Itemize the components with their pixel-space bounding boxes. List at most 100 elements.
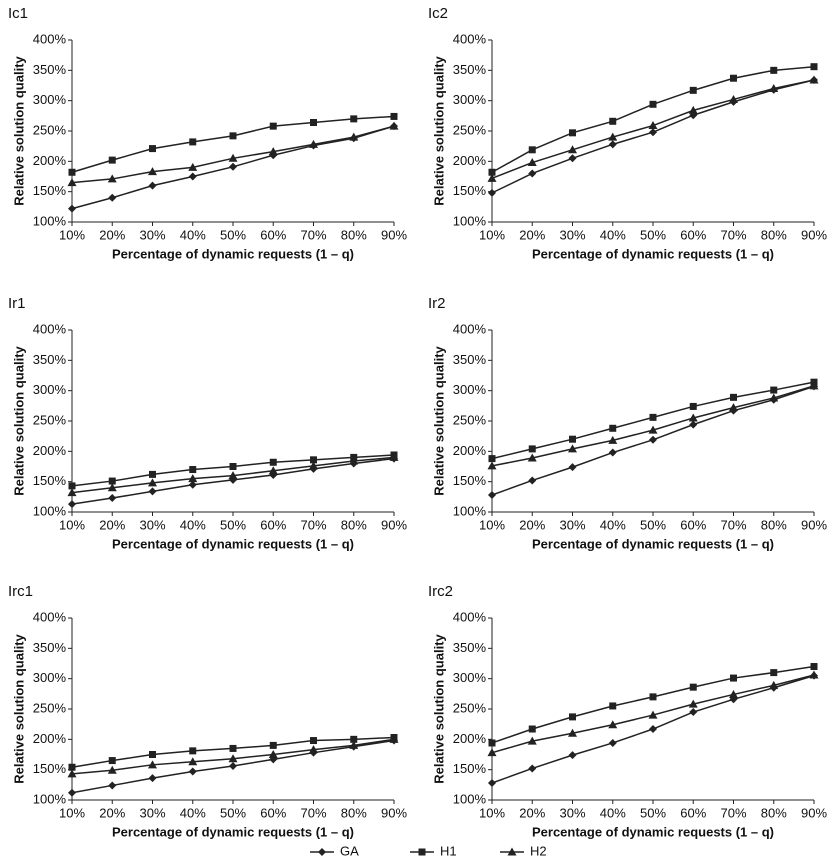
x-tick-label: 30% — [139, 517, 165, 532]
y-tick-label: 300% — [453, 92, 487, 107]
marker-square — [270, 459, 277, 466]
x-tick-label: 80% — [341, 227, 367, 242]
y-tick-label: 100% — [33, 213, 67, 228]
marker-square — [529, 445, 536, 452]
marker-diamond — [68, 205, 76, 213]
y-axis-title: Relative solution quality — [11, 55, 26, 205]
marker-square — [529, 146, 536, 153]
y-tick-label: 350% — [453, 640, 487, 655]
marker-diamond — [649, 436, 657, 444]
y-tick-label: 400% — [453, 31, 487, 46]
marker-square — [811, 63, 818, 70]
marker-diamond — [108, 494, 116, 502]
x-tick-label: 20% — [99, 227, 125, 242]
panel-title: Ic1 — [8, 5, 28, 22]
marker-diamond — [569, 463, 577, 471]
x-tick-label: 70% — [300, 517, 326, 532]
marker-diamond — [229, 762, 237, 770]
y-tick-label: 300% — [33, 670, 67, 685]
y-tick-label: 300% — [453, 670, 487, 685]
marker-square — [189, 466, 196, 473]
x-tick-label: 70% — [720, 227, 746, 242]
y-tick-label: 250% — [453, 700, 487, 715]
x-tick-label: 10% — [479, 227, 505, 242]
y-tick-label: 350% — [33, 640, 67, 655]
y-tick-label: 350% — [453, 62, 487, 77]
x-tick-label: 70% — [300, 805, 326, 820]
x-tick-label: 30% — [559, 805, 585, 820]
y-tick-label: 200% — [453, 731, 487, 746]
marker-square — [69, 169, 76, 176]
y-tick-label: 250% — [33, 122, 67, 137]
x-tick-label: 10% — [59, 227, 85, 242]
x-tick-label: 30% — [559, 517, 585, 532]
marker-diamond — [488, 491, 496, 499]
marker-square — [569, 129, 576, 136]
x-tick-label: 50% — [640, 517, 666, 532]
marker-square — [690, 403, 697, 410]
x-tick-label: 30% — [139, 227, 165, 242]
x-tick-label: 10% — [59, 517, 85, 532]
y-tick-label: 350% — [33, 62, 67, 77]
x-tick-label: 20% — [519, 227, 545, 242]
marker-diamond — [528, 764, 536, 772]
marker-square — [730, 75, 737, 82]
y-tick-label: 100% — [453, 791, 487, 806]
marker-diamond — [488, 779, 496, 787]
marker-square — [149, 471, 156, 478]
x-tick-label: 60% — [680, 227, 706, 242]
marker-square — [230, 745, 237, 752]
x-axis-title: Percentage of dynamic requests (1 – q) — [112, 246, 354, 261]
y-axis-title: Relative solution quality — [431, 55, 446, 205]
x-axis-title: Percentage of dynamic requests (1 – q) — [112, 824, 354, 839]
y-tick-label: 100% — [453, 213, 487, 228]
marker-triangle — [810, 671, 819, 679]
y-tick-label: 400% — [453, 321, 487, 336]
marker-square — [270, 742, 277, 749]
marker-square — [310, 119, 317, 126]
y-tick-label: 100% — [33, 791, 67, 806]
y-tick-label: 400% — [33, 609, 67, 624]
panel-title: Irc1 — [8, 583, 33, 600]
x-tick-label: 50% — [640, 227, 666, 242]
x-tick-label: 70% — [720, 517, 746, 532]
chart-figure: Ic1 100% 150% 200% 250% 300% 350% 400% 10% 20% 30%… — [0, 0, 832, 864]
y-tick-label: 300% — [453, 382, 487, 397]
marker-diamond — [108, 194, 116, 202]
y-tick-label: 100% — [33, 503, 67, 518]
x-tick-label: 90% — [381, 805, 407, 820]
marker-diamond — [609, 140, 617, 148]
marker-square — [730, 394, 737, 401]
marker-diamond — [149, 774, 157, 782]
marker-square — [770, 669, 777, 676]
x-tick-label: 80% — [761, 517, 787, 532]
y-tick-label: 150% — [33, 761, 67, 776]
y-tick-label: 200% — [33, 153, 67, 168]
x-tick-label: 40% — [600, 805, 626, 820]
page: Ic1 100% 150% 200% 250% 300% 350% 400% 10% 20% 30%… — [0, 0, 832, 864]
legend-label: GA — [340, 843, 359, 858]
x-tick-label: 30% — [139, 805, 165, 820]
y-tick-label: 150% — [453, 183, 487, 198]
y-tick-label: 250% — [33, 412, 67, 427]
marker-square — [109, 757, 116, 764]
x-tick-label: 20% — [99, 517, 125, 532]
y-axis-title: Relative solution quality — [431, 633, 446, 783]
marker-square — [730, 675, 737, 682]
marker-diamond — [229, 163, 237, 171]
x-axis-title: Percentage of dynamic requests (1 – q) — [532, 824, 774, 839]
y-tick-label: 100% — [453, 503, 487, 518]
marker-square — [350, 115, 357, 122]
x-tick-label: 50% — [220, 805, 246, 820]
marker-square — [149, 145, 156, 152]
marker-square — [489, 455, 496, 462]
marker-diamond — [149, 182, 157, 190]
panel-title: Ir2 — [428, 295, 446, 312]
y-tick-label: 250% — [453, 412, 487, 427]
x-tick-label: 40% — [180, 805, 206, 820]
marker-square — [230, 132, 237, 139]
x-tick-label: 60% — [260, 805, 286, 820]
marker-square — [270, 123, 277, 130]
marker-diamond — [68, 500, 76, 508]
panel-title: Ic2 — [428, 5, 448, 22]
